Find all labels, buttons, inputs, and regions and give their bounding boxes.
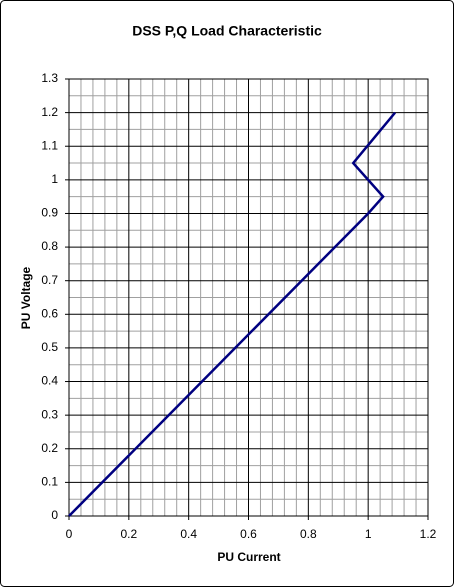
y-tick-label: 0.3 [41, 407, 58, 421]
y-tick-label: 1.3 [41, 71, 58, 85]
y-tick-label: 0.4 [41, 374, 58, 388]
y-tick-label: 0.1 [41, 475, 58, 489]
y-tick-label: 1.1 [41, 138, 58, 152]
chart-title: DSS P,Q Load Characteristic [132, 23, 322, 39]
x-tick-label: 0 [66, 527, 73, 541]
y-axis-label: PU Voltage [19, 266, 33, 329]
x-tick-label: 0.4 [180, 527, 197, 541]
x-tick-label: 0.8 [300, 527, 317, 541]
x-tick-label: 0.6 [240, 527, 257, 541]
x-tick-label: 0.2 [120, 527, 137, 541]
y-tick-label: 0.2 [41, 441, 58, 455]
x-axis-label: PU Current [217, 550, 280, 564]
x-tick-label: 1 [365, 527, 372, 541]
y-tick-label: 0 [51, 508, 58, 522]
plot-border [68, 78, 429, 517]
data-line [68, 111, 397, 517]
y-tick-label: 0.7 [41, 273, 58, 287]
y-tick-label: 0.6 [41, 306, 58, 320]
y-tick-label: 0.8 [41, 239, 58, 253]
y-tick-label: 1 [51, 172, 58, 186]
y-tick-label: 1.2 [41, 105, 58, 119]
y-tick-label: 0.9 [41, 206, 58, 220]
y-tick-label: 0.5 [41, 340, 58, 354]
x-tick-label: 1.2 [420, 527, 437, 541]
